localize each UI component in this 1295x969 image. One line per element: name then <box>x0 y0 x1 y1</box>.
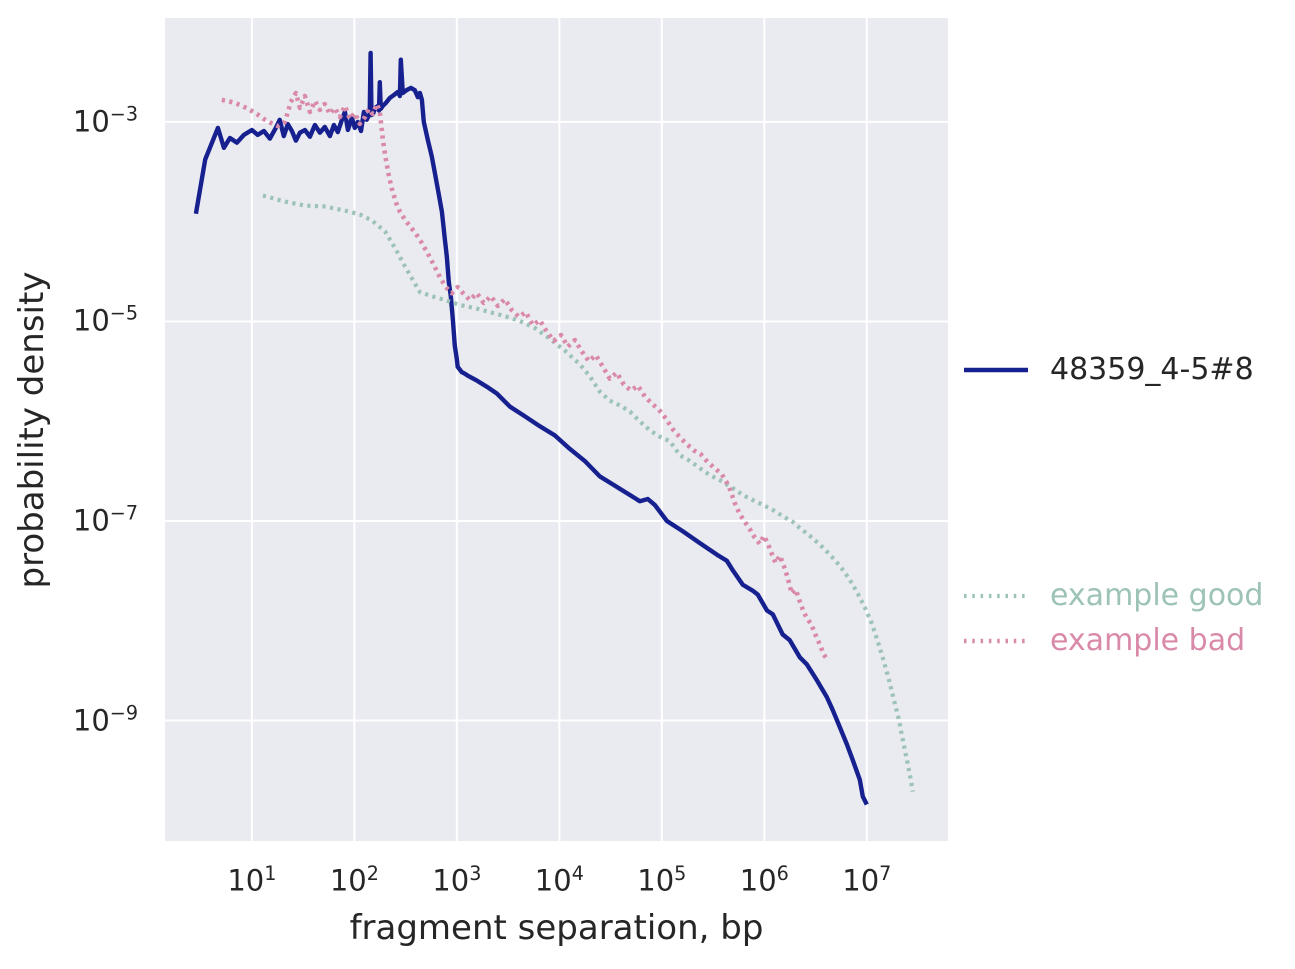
y-tick-label: 10−3 <box>72 102 138 139</box>
y-tick-label: 10−5 <box>72 302 138 338</box>
legend-item-example-bad: example bad <box>963 619 1245 663</box>
y-axis-label: probability density <box>12 271 52 589</box>
legend-line-solid-icon <box>964 367 1028 373</box>
legend-line-dotted-bad-icon <box>964 638 1028 644</box>
y-tick-label: 10−7 <box>72 501 138 538</box>
chart-svg <box>165 18 948 841</box>
x-axis-ticks: 101 102 103 104 105 106 107 <box>165 862 948 904</box>
legend-label-example-good: example good <box>1050 578 1264 613</box>
x-tick-label: 102 <box>329 862 379 898</box>
x-tick-label: 107 <box>842 862 892 898</box>
x-axis-label: fragment separation, bp <box>349 908 764 948</box>
legend-label-example-bad: example bad <box>1050 623 1246 658</box>
y-axis-ticks: 10−3 10−5 10−7 10−9 <box>0 18 151 841</box>
series-line-1 <box>262 193 915 792</box>
y-tick-label: 10−9 <box>72 701 138 737</box>
plot-area <box>165 18 948 841</box>
x-tick-label: 103 <box>432 862 482 898</box>
x-tick-label: 104 <box>534 862 584 898</box>
x-tick-label: 106 <box>739 862 789 898</box>
legend-item-example-good: example good <box>963 574 1263 618</box>
x-tick-label: 105 <box>637 862 687 898</box>
grid <box>165 18 948 841</box>
series-line-0 <box>193 50 869 806</box>
legend-line-dotted-good-icon <box>964 593 1028 599</box>
legend-label-primary: 48359_4-5#8 <box>1050 352 1254 387</box>
x-tick-label: 101 <box>227 862 277 898</box>
legend-primary: 48359_4-5#8 <box>963 348 1254 392</box>
